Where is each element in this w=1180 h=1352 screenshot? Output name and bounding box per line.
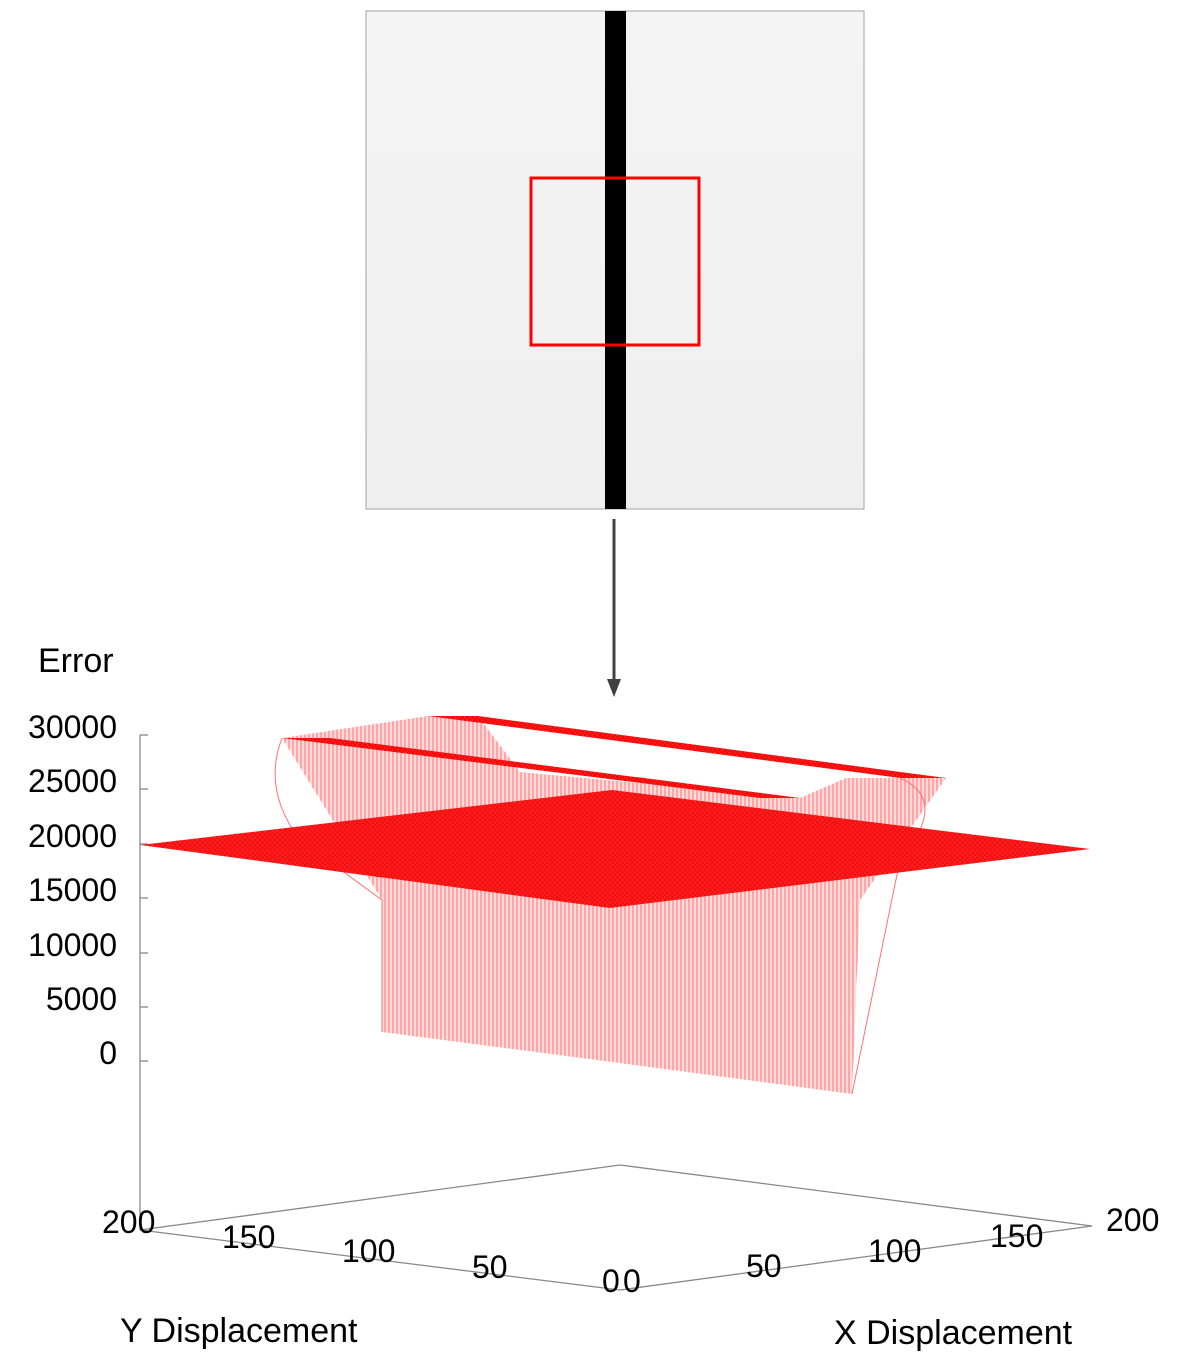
z-tick-label: 10000 — [28, 927, 117, 963]
down-arrow-icon — [607, 519, 621, 697]
z-tick-labels: 30000 25000 20000 15000 10000 5000 0 — [28, 709, 117, 1071]
back-x-axis-line — [139, 1164, 621, 1231]
y-tick-label: 150 — [222, 1219, 275, 1255]
y-tick-label: 0 — [602, 1263, 620, 1299]
x-tick-labels: 0 50 100 150 200 — [623, 1202, 1159, 1299]
z-ticks — [140, 734, 148, 1062]
z-tick-label: 25000 — [28, 763, 117, 799]
x-tick-label: 0 — [623, 1263, 641, 1299]
x-axis-label: X Displacement — [834, 1314, 1073, 1352]
back-y-axis-line — [619, 1164, 1093, 1227]
y-tick-label: 50 — [472, 1249, 508, 1285]
x-axis-line — [619, 1225, 1093, 1291]
input-image-stripe — [605, 11, 626, 509]
input-image — [365, 10, 865, 510]
z-tick-label: 20000 — [28, 818, 117, 854]
z-tick-label: 0 — [99, 1035, 117, 1071]
z-axis-label: Error — [38, 642, 114, 680]
surface-front-plateau — [282, 738, 800, 798]
x-tick-label: 200 — [1106, 1202, 1159, 1238]
y-axis-label: Y Displacement — [120, 1312, 358, 1350]
z-tick-label: 15000 — [28, 872, 117, 908]
plot-axes — [139, 735, 1093, 1291]
search-window — [529, 176, 701, 347]
z-tick-label: 30000 — [28, 709, 117, 745]
x-tick-label: 50 — [746, 1248, 782, 1284]
error-plane — [140, 790, 1090, 908]
y-tick-label: 100 — [342, 1233, 395, 1269]
x-tick-label: 150 — [990, 1218, 1043, 1254]
z-tick-label: 5000 — [46, 981, 117, 1017]
y-axis-line — [139, 1229, 621, 1291]
y-tick-labels: 200 150 100 50 0 — [102, 1204, 620, 1299]
y-tick-label: 200 — [102, 1204, 155, 1240]
x-tick-label: 100 — [868, 1233, 921, 1269]
surface-back-plateau — [428, 716, 946, 778]
